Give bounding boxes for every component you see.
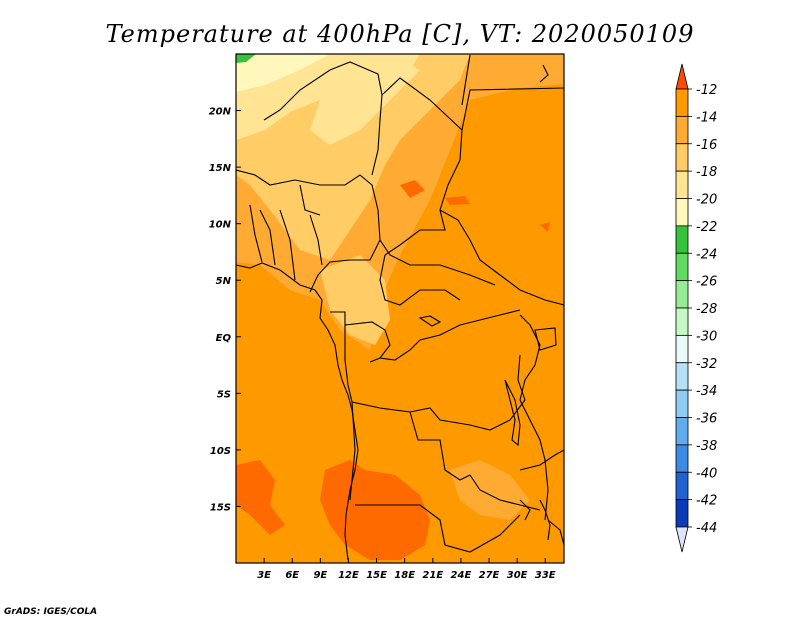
colorbar-label: -14 <box>696 110 717 125</box>
colorbar-swatch <box>675 252 689 282</box>
colorbar-swatch <box>675 389 689 418</box>
colorbar-swatch <box>675 280 689 309</box>
lon-tick-label: 9E <box>313 570 327 581</box>
temperature-field <box>236 54 564 563</box>
colorbar-top-arrow <box>675 63 689 90</box>
field-warm-patch-5 <box>540 222 550 232</box>
colorbar-label: -30 <box>696 329 717 344</box>
field-warm-patch-1 <box>236 460 285 535</box>
lon-tick-label: 27E <box>479 570 500 581</box>
colorbar-label: -42 <box>696 494 717 509</box>
lon-tick-label: 33E <box>535 570 556 581</box>
colorbar-swatch <box>675 115 689 145</box>
colorbar-swatch <box>675 307 689 336</box>
colorbar-label: -16 <box>696 138 717 153</box>
colorbar-swatch <box>675 444 689 473</box>
colorbar-label: -24 <box>696 247 717 262</box>
map-panel: 20N 15N 10N 5N EQ 5S 10S 15S 3E 6E 9E 12E 15E 18E 21E… <box>209 53 565 581</box>
colorbar-swatch <box>675 471 689 501</box>
lon-tick-label: 18E <box>394 570 415 581</box>
colorbar-swatch <box>675 362 689 391</box>
colorbar-label: -12 <box>696 83 717 98</box>
credit-text: GrADS: IGES/COLA <box>4 607 97 617</box>
field-band-24 <box>236 54 256 63</box>
lat-tick-label: EQ <box>216 333 232 344</box>
colorbar-swatch <box>675 225 689 254</box>
colorbar-swatch <box>675 334 689 364</box>
colorbar-label: -18 <box>696 165 717 180</box>
lat-tick-label: 10S <box>210 446 231 457</box>
lon-tick-label: 30E <box>507 570 528 581</box>
lon-tick-label: 6E <box>285 570 299 581</box>
lat-tick-label: 15S <box>210 502 231 513</box>
colorbar-label: -22 <box>696 220 717 235</box>
colorbar-swatch <box>675 143 689 172</box>
lon-tick-label: 24E <box>451 570 472 581</box>
colorbar-swatch <box>675 198 689 227</box>
lon-tick-label: 3E <box>257 570 271 581</box>
lat-tick-label: 5S <box>217 389 231 400</box>
colorbar: -12 -14 -16 -18 -20 -22 -24 -26 -28 -30 -32 -34 -36 -… <box>675 63 717 553</box>
longitude-axis: 3E 6E 9E 12E 15E 18E 21E 24E 27E 30E 33E <box>257 558 556 581</box>
lon-tick-label: 21E <box>422 570 443 581</box>
colorbar-label: -26 <box>696 275 717 290</box>
colorbar-label: -38 <box>696 439 717 454</box>
lon-tick-label: 15E <box>366 570 387 581</box>
field-warm-patch-3 <box>400 180 425 198</box>
field-warm-patch-4 <box>445 196 470 205</box>
colorbar-label: -28 <box>696 302 717 317</box>
lat-tick-label: 15N <box>209 163 232 174</box>
colorbar-swatch <box>675 499 689 528</box>
field-band-20b <box>310 58 420 145</box>
chart-title: Temperature at 400hPa [C], VT: 202005010… <box>106 20 695 48</box>
lon-tick-label: 12E <box>338 570 359 581</box>
field-warm-patch-2 <box>320 460 430 560</box>
colorbar-swatch <box>675 88 689 117</box>
map-frame <box>235 53 565 564</box>
lat-tick-label: 5N <box>216 276 232 287</box>
latitude-axis: 20N 15N 10N 5N EQ 5S 10S 15S <box>209 107 241 513</box>
lat-tick-label: 20N <box>209 107 232 118</box>
colorbar-label: -44 <box>696 521 717 536</box>
coastlines-and-borders <box>236 54 564 561</box>
colorbar-label: -36 <box>696 412 717 427</box>
colorbar-label: -20 <box>696 193 717 208</box>
lat-tick-label: 10N <box>209 220 232 231</box>
field-band-22 <box>236 54 330 92</box>
colorbar-label: -34 <box>696 384 717 399</box>
colorbar-swatch <box>675 170 689 199</box>
colorbar-label: -32 <box>696 357 717 372</box>
colorbar-bottom-arrow <box>675 526 689 553</box>
colorbar-label: -40 <box>696 466 717 481</box>
colorbar-swatch <box>675 417 689 446</box>
